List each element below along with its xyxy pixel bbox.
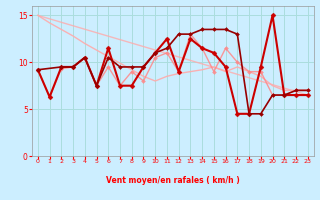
X-axis label: Vent moyen/en rafales ( km/h ): Vent moyen/en rafales ( km/h ) xyxy=(106,176,240,185)
